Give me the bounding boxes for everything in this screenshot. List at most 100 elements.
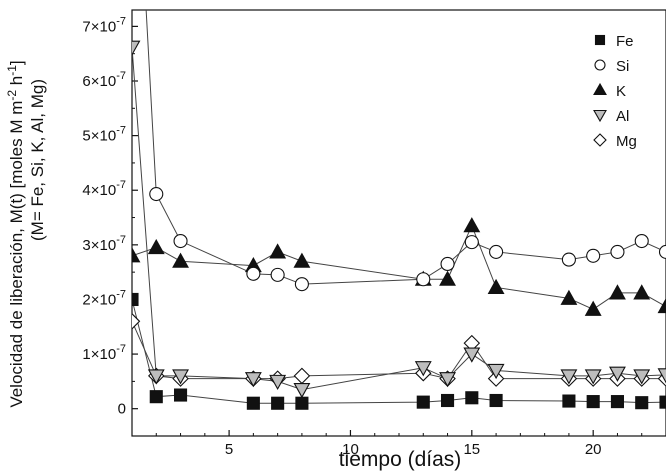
data-point: [609, 284, 626, 300]
data-point: [487, 363, 505, 380]
series-al-line: [132, 47, 666, 391]
data-point: [439, 270, 456, 286]
legend-entry: Si: [594, 58, 629, 75]
y-tick-label: 1×10-7: [82, 343, 126, 363]
data-point: [489, 393, 503, 408]
y-axis-label-line1: Velocidad de liberación, M(t) [moles M m…: [5, 60, 26, 407]
data-point: [293, 367, 311, 385]
data-point: [560, 289, 578, 305]
data-point: [658, 244, 666, 259]
series-si: [149, 187, 666, 292]
series-si-line: [145, 10, 666, 285]
data-point: [149, 390, 163, 404]
data-point: [246, 396, 260, 410]
data-point: [463, 347, 481, 363]
data-point: [610, 244, 625, 259]
data-point: [633, 284, 651, 300]
data-point: [246, 266, 261, 281]
series-layer: [132, 10, 666, 410]
data-point: [172, 369, 189, 385]
data-point: [269, 374, 287, 391]
legend-entry: Al: [593, 108, 629, 125]
data-point: [414, 361, 432, 377]
data-point: [416, 272, 431, 287]
data-point: [172, 252, 189, 268]
data-point: [132, 313, 141, 330]
data-point: [659, 395, 666, 409]
data-point: [173, 388, 188, 402]
legend-marker: [593, 82, 607, 96]
series-fe: [132, 292, 666, 410]
data-point: [294, 277, 309, 292]
legend-entry: Mg: [593, 133, 637, 150]
x-tick-label: 20: [585, 441, 602, 458]
legend-marker: [594, 34, 606, 46]
data-point: [489, 244, 504, 259]
data-point: [634, 233, 649, 249]
series-k-line: [132, 224, 666, 310]
data-point: [487, 278, 505, 294]
x-tick-label: 10: [342, 441, 359, 458]
legend-marker: [594, 59, 606, 71]
legend-label: K: [616, 83, 626, 100]
data-point: [586, 248, 601, 263]
legend-label: Fe: [616, 33, 634, 50]
data-point: [464, 235, 479, 250]
series-line: [145, 10, 666, 285]
data-point: [132, 247, 141, 263]
data-point: [416, 395, 430, 409]
data-point: [584, 369, 602, 385]
data-point: [560, 369, 578, 385]
y-axis-label-line2: (M= Fe, Si, K, Al, Mg): [28, 79, 47, 241]
series-line: [132, 47, 666, 391]
data-point: [293, 383, 311, 399]
series-al: [132, 40, 666, 399]
y-tick-label: 2×10-7: [82, 288, 126, 308]
y-tick-label: 5×10-7: [82, 125, 126, 145]
data-point: [271, 396, 285, 410]
data-point: [149, 187, 164, 202]
data-point: [439, 372, 456, 388]
data-point: [562, 394, 576, 408]
data-point: [269, 243, 287, 259]
legend-label: Si: [616, 58, 629, 75]
x-tick-label: 15: [463, 441, 480, 458]
data-point: [147, 369, 165, 385]
data-point: [657, 368, 666, 384]
series-mg: [132, 313, 666, 387]
series-line: [132, 224, 666, 310]
y-axis: 0 1×10-7 2×10-7 3×10-7 4×10-7 5×10-7 6×10-7 7×1…: [82, 15, 138, 418]
data-point: [132, 292, 139, 307]
x-tick-label: 5: [225, 441, 233, 458]
data-point: [173, 233, 188, 249]
data-point: [244, 372, 262, 388]
data-point: [132, 40, 141, 56]
data-point: [293, 252, 311, 268]
y-tick-label: 7×10-7: [82, 15, 126, 35]
data-point: [657, 297, 666, 314]
x-axis: 5 10 15 20: [155, 430, 666, 458]
data-point: [295, 396, 309, 410]
data-point: [610, 395, 625, 409]
legend-marker: [593, 109, 607, 123]
y-tick-label: 3×10-7: [82, 234, 126, 254]
legend-marker: [593, 133, 607, 147]
data-point: [609, 366, 626, 382]
y-tick-label: 6×10-7: [82, 70, 126, 90]
data-point: [584, 300, 602, 316]
data-point: [270, 267, 285, 282]
legend: Fe Si K Al Mg: [593, 33, 637, 150]
data-point: [440, 393, 455, 408]
legend-label: Al: [616, 108, 629, 125]
data-point: [586, 395, 600, 409]
data-point: [561, 252, 576, 267]
data-point: [147, 238, 165, 255]
data-point: [465, 391, 479, 405]
y-tick-label: 0: [118, 401, 126, 418]
data-point: [635, 396, 649, 410]
data-point: [633, 369, 651, 385]
legend-entry: K: [593, 82, 626, 100]
y-tick-label: 4×10-7: [82, 179, 126, 199]
y-axis-label: Velocidad de liberación, M(t) [moles M m…: [5, 60, 47, 407]
